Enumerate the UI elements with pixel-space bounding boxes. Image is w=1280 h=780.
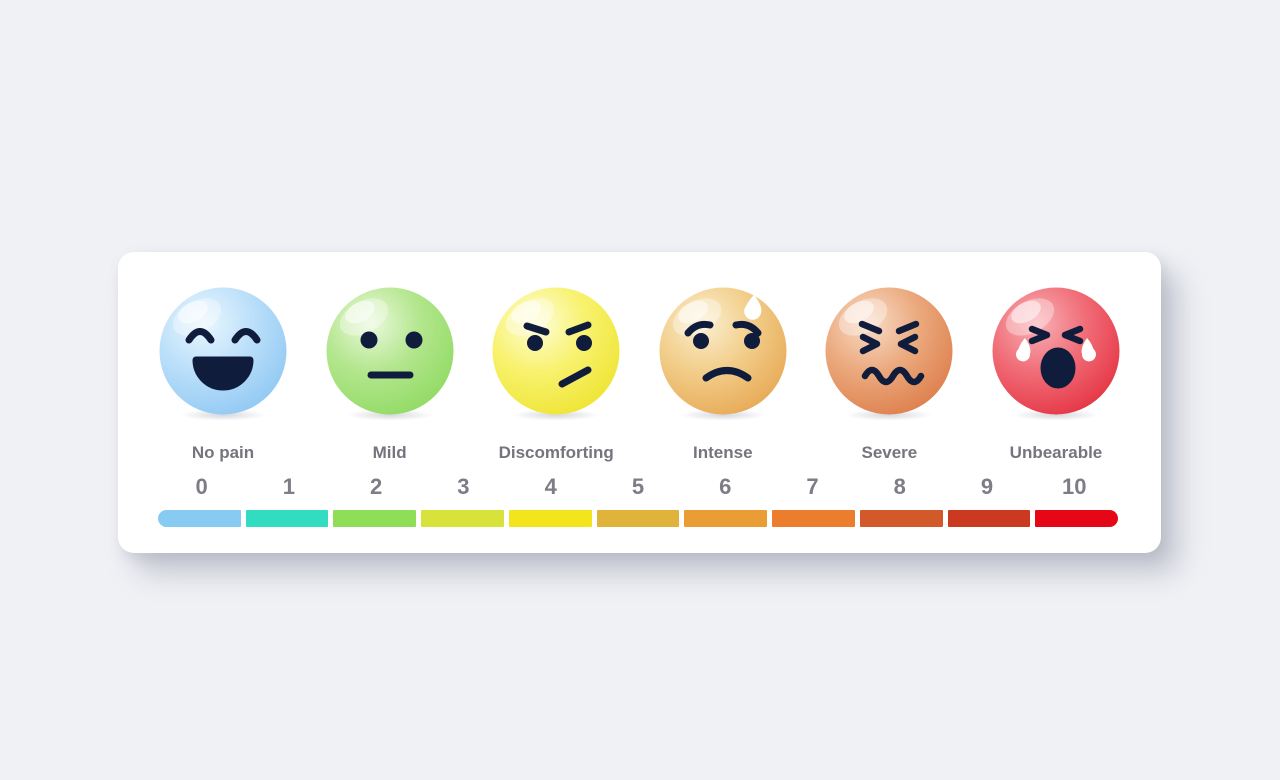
dot-eye-left (527, 335, 544, 351)
face-discomforting[interactable] (492, 287, 620, 422)
scale-segment-6[interactable] (684, 510, 768, 527)
frown-mouth (702, 367, 752, 382)
scale-number-8[interactable]: 8 (893, 474, 906, 499)
slanted-mouth (558, 366, 592, 388)
scale-segment-2[interactable] (333, 510, 417, 527)
scale-segment-0[interactable] (158, 510, 241, 527)
face-label-discomforting: Discomforting (498, 443, 614, 462)
squeezed-eye-left (860, 333, 881, 355)
scale-segment-7[interactable] (772, 510, 855, 527)
scale-number-3[interactable]: 3 (457, 474, 470, 499)
worried-brow-right (732, 320, 762, 337)
face-intense[interactable] (659, 287, 787, 422)
scale-segment-3[interactable] (421, 510, 504, 527)
annoyed-face-icon (492, 287, 620, 415)
face-label-unbearable: Unbearable (1009, 443, 1103, 462)
scale-segment-8[interactable] (859, 510, 943, 527)
scale-number-4[interactable]: 4 (544, 474, 557, 499)
scale-number-5[interactable]: 5 (631, 474, 645, 499)
pain-gradient-bar (158, 510, 1119, 527)
scale-segment-4[interactable] (508, 510, 592, 527)
dot-eye-left (692, 333, 709, 349)
crying-eye-right (1061, 325, 1084, 345)
dot-eye-right (405, 331, 423, 349)
squeezed-eye-right (898, 333, 919, 355)
squeezed-brow-left (859, 320, 883, 335)
tear-drop-right (1081, 338, 1096, 362)
squeezed-brow-right (896, 320, 920, 335)
neutral-face-icon (326, 287, 454, 415)
scale-number-6[interactable]: 6 (719, 474, 732, 499)
crying-eye-left (1028, 325, 1051, 345)
faces-row (159, 287, 1120, 422)
happy-face-icon (159, 287, 287, 415)
scale-number-1[interactable]: 1 (282, 474, 296, 499)
open-smile-mouth (192, 356, 254, 391)
face-drop-shadow (169, 408, 277, 422)
scale-segment-10[interactable] (1035, 510, 1119, 527)
dot-eye-right (743, 333, 760, 349)
angled-brow-right (565, 321, 592, 336)
wailing-open-mouth (1040, 347, 1076, 389)
wavy-mouth (862, 366, 925, 386)
scale-numbers-row: 0 1 2 3 4 5 6 7 8 9 10 (158, 476, 1118, 498)
face-severe[interactable] (825, 287, 953, 422)
face-drop-shadow (835, 408, 944, 422)
face-label-intense: Intense (693, 443, 753, 462)
labels-row: No pain Mild Discomforting Intense Sever… (159, 443, 1120, 463)
scale-segment-5[interactable] (596, 510, 680, 527)
worried-brow-left (684, 320, 714, 337)
face-drop-shadow (502, 408, 611, 422)
scale-number-0[interactable]: 0 (195, 474, 208, 499)
face-label-severe: Severe (861, 443, 918, 462)
closed-smiling-eye-left (185, 328, 215, 344)
scale-number-10[interactable]: 10 (1062, 474, 1087, 499)
face-label-mild: Mild (372, 443, 407, 462)
face-no-pain[interactable] (159, 287, 287, 422)
scale-segment-9[interactable] (947, 510, 1031, 527)
scale-number-2[interactable]: 2 (370, 474, 383, 499)
tear-drop-left (1015, 338, 1031, 362)
scale-number-9[interactable]: 9 (980, 474, 994, 499)
worried-face-icon (659, 287, 787, 415)
face-drop-shadow (668, 408, 777, 422)
face-label-no-pain: No pain (191, 443, 255, 462)
face-unbearable[interactable] (992, 287, 1120, 422)
face-drop-shadow (335, 408, 444, 422)
face-drop-shadow (1001, 408, 1110, 422)
dot-eye-right (576, 335, 593, 351)
sweat-drop-icon (743, 295, 762, 320)
closed-smiling-eye-right (231, 328, 261, 344)
dot-eye-left (360, 331, 378, 349)
pain-scale-card: No pain Mild Discomforting Intense Sever… (118, 252, 1161, 553)
crying-face-icon (992, 287, 1120, 415)
agonized-face-icon (825, 287, 953, 415)
face-mild[interactable] (326, 287, 454, 422)
scale-segment-1[interactable] (245, 510, 329, 527)
scale-number-7[interactable]: 7 (806, 474, 819, 499)
angled-brow-left (523, 322, 550, 336)
